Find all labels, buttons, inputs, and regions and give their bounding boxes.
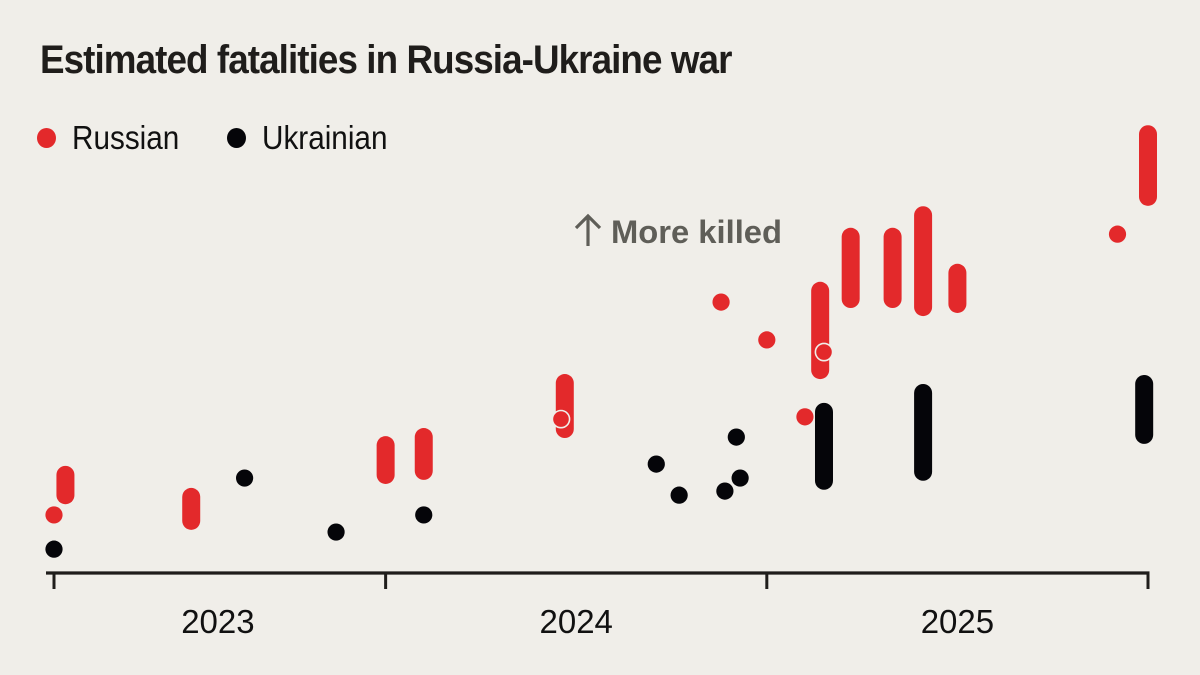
russian-range-bar bbox=[182, 487, 201, 530]
ukrainian-point bbox=[647, 455, 665, 473]
russian-range-bar bbox=[555, 374, 574, 439]
ukrainian-point bbox=[731, 469, 749, 487]
legend-label-ukrainian: Ukrainian bbox=[262, 119, 388, 156]
ukrainian-point bbox=[716, 482, 734, 500]
x-tick-label: 2024 bbox=[540, 603, 613, 640]
russian-point bbox=[758, 331, 776, 349]
russian-point bbox=[712, 293, 730, 311]
ukrainian-point bbox=[327, 523, 345, 541]
x-tick-label: 2023 bbox=[181, 603, 254, 640]
russian-range-bar bbox=[883, 227, 902, 308]
legend-label-russian: Russian bbox=[72, 119, 180, 156]
legend-dot-ukrainian-icon bbox=[227, 128, 247, 148]
russian-range-bar bbox=[811, 281, 830, 380]
ukrainian-point bbox=[45, 540, 63, 558]
russian-range-bar bbox=[376, 436, 395, 484]
russian-range-bar bbox=[56, 465, 75, 505]
russian-range-bar bbox=[1139, 125, 1157, 206]
legend: Russian Ukrainian bbox=[37, 119, 438, 157]
series-ukrainian bbox=[45, 374, 1154, 558]
annotation-more-killed: More killed bbox=[574, 213, 782, 250]
russian-point bbox=[1108, 225, 1127, 243]
ukrainian-range-bar bbox=[1135, 374, 1154, 444]
russian-point bbox=[796, 408, 814, 426]
russian-range-bar bbox=[914, 206, 933, 317]
x-tick-label: 2025 bbox=[921, 603, 994, 640]
ukrainian-point bbox=[727, 428, 745, 446]
russian-point bbox=[45, 506, 63, 524]
series-russian bbox=[45, 125, 1157, 530]
ukrainian-point bbox=[670, 486, 688, 504]
chart-title: Estimated fatalities in Russia-Ukraine w… bbox=[40, 38, 732, 82]
legend-dot-russian-icon bbox=[37, 128, 56, 148]
x-axis: 2023 2024 2025 bbox=[46, 571, 1150, 640]
data-marks bbox=[45, 125, 1157, 558]
legend-item-ukrainian: Ukrainian bbox=[227, 119, 401, 157]
ukrainian-point bbox=[235, 469, 254, 487]
legend-item-russian: Russian bbox=[37, 119, 191, 157]
annotation-text: More killed bbox=[611, 214, 782, 250]
ukrainian-point bbox=[415, 506, 433, 524]
ukrainian-range-bar bbox=[814, 402, 833, 490]
ukrainian-range-bar bbox=[914, 383, 933, 481]
arrow-up-icon bbox=[574, 213, 602, 246]
russian-range-bar bbox=[414, 428, 433, 480]
russian-point bbox=[814, 342, 834, 362]
russian-range-bar bbox=[841, 227, 860, 308]
russian-range-bar bbox=[948, 263, 967, 313]
russian-point bbox=[551, 409, 571, 429]
